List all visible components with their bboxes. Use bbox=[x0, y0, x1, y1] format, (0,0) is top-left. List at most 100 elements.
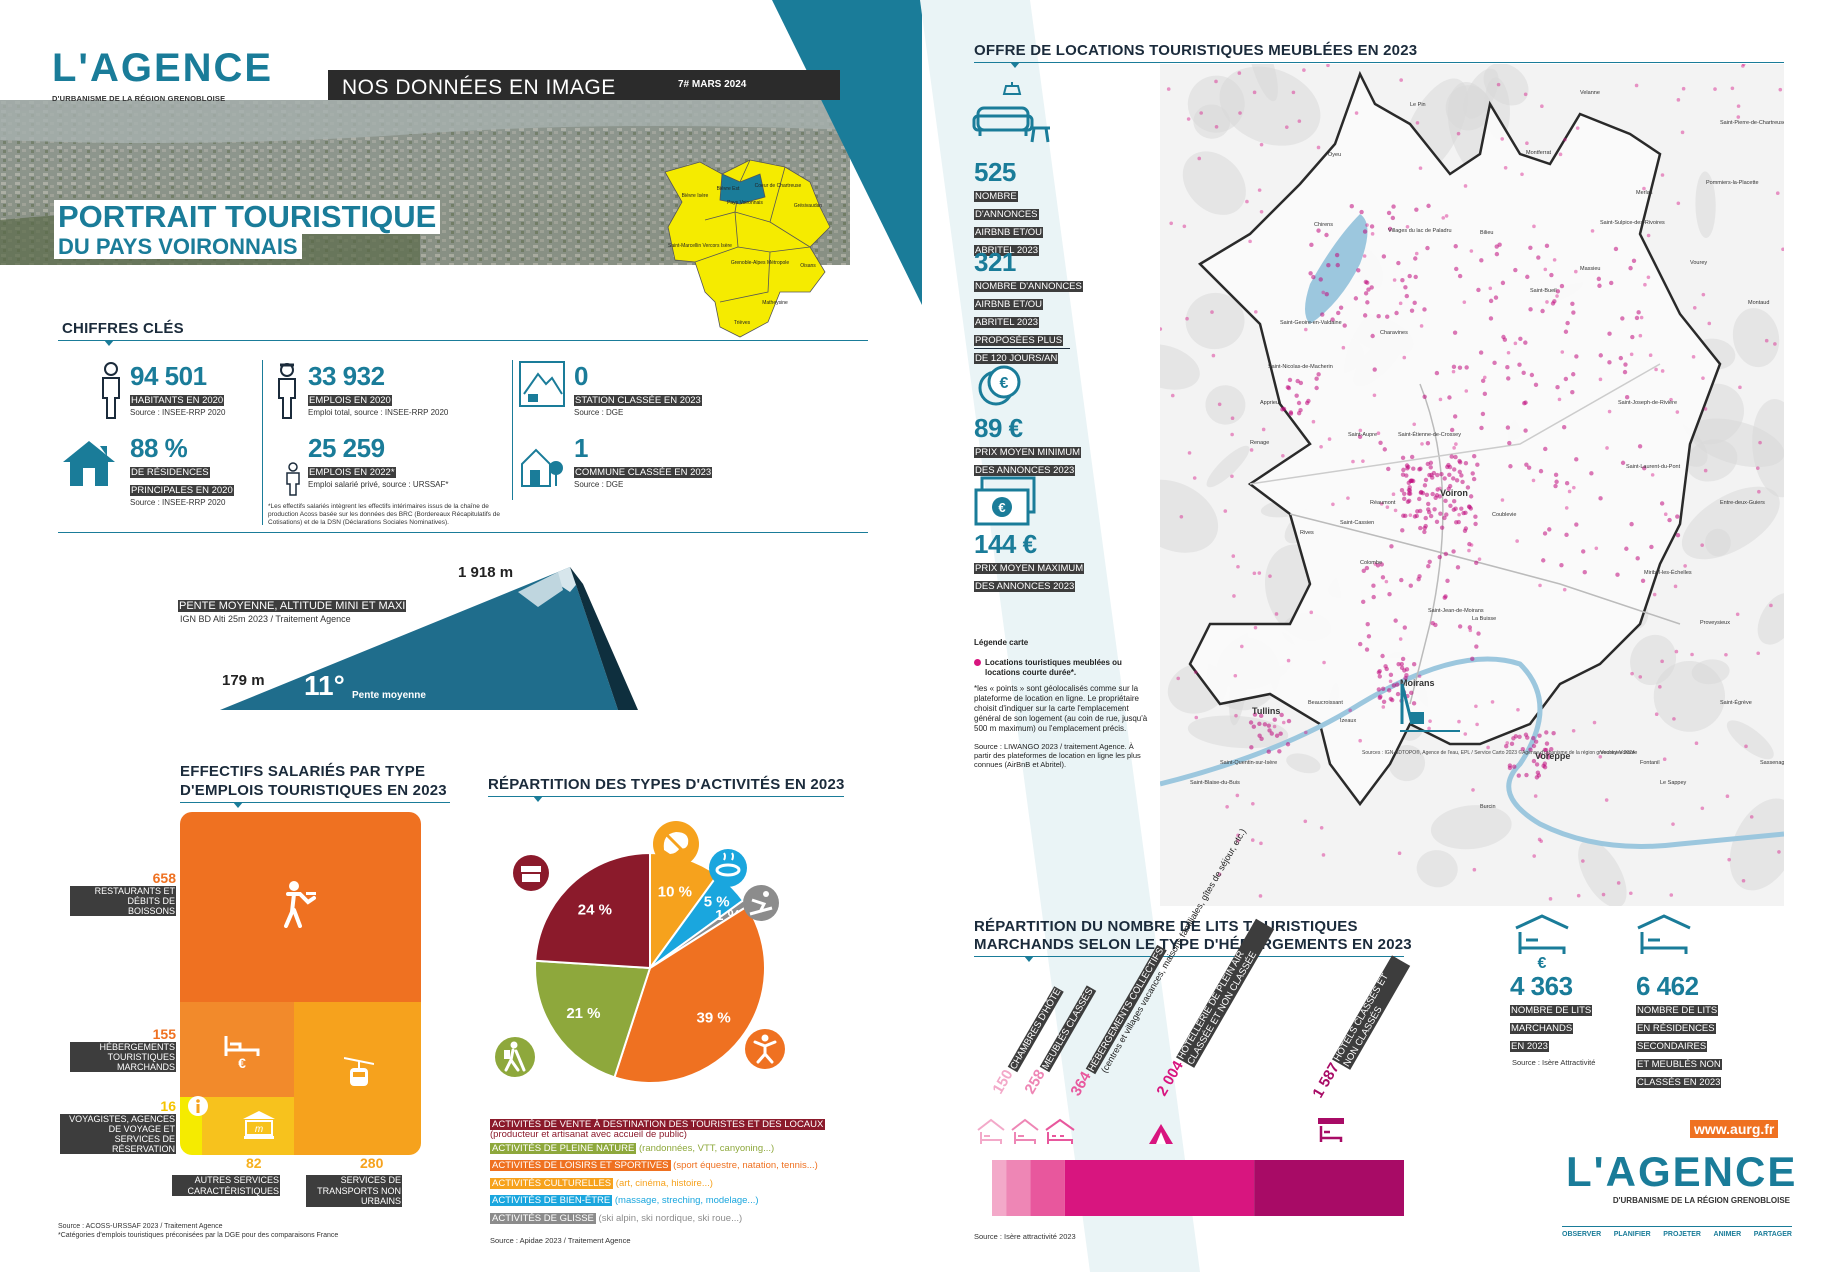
rental-point bbox=[1384, 666, 1389, 672]
rental-point bbox=[1638, 675, 1643, 679]
notch-icon bbox=[233, 802, 243, 808]
rental-point bbox=[1567, 489, 1572, 494]
locator-label: Pays Voironnais bbox=[727, 200, 763, 206]
rental-point bbox=[1284, 125, 1289, 129]
rental-point bbox=[1285, 385, 1291, 390]
guesthouse-icon bbox=[977, 1118, 1005, 1144]
footer-nav-animer[interactable]: ANIMER bbox=[1713, 1231, 1742, 1238]
rental-point bbox=[1274, 733, 1280, 738]
rental-label: PRIX MOYEN MINIMUM bbox=[974, 447, 1082, 458]
pie-data-label: 39 % bbox=[697, 1009, 731, 1026]
rental-point bbox=[1643, 282, 1647, 287]
rental-point bbox=[1236, 833, 1240, 838]
rental-point bbox=[1589, 471, 1594, 476]
town-label: Chirens bbox=[1314, 222, 1333, 228]
bed-house-stat-icon bbox=[1637, 914, 1691, 954]
rental-point bbox=[1393, 618, 1398, 623]
rental-point bbox=[1525, 141, 1529, 146]
worker-icon bbox=[278, 363, 296, 419]
rental-point bbox=[1316, 228, 1321, 233]
town-label: Sassenage bbox=[1760, 760, 1784, 766]
footer-logo[interactable]: L'AGENCE D'URBANISME DE LA RÉGION GRENOB… bbox=[1566, 1150, 1795, 1206]
activities-rule bbox=[488, 796, 844, 797]
rental-point bbox=[1379, 502, 1384, 506]
rental-point bbox=[1400, 455, 1406, 460]
employment-label-agencies: 16 VOYAGISTES, AGENCES DE VOYAGE ET SERV… bbox=[60, 1098, 176, 1154]
relief-shading bbox=[1430, 805, 1512, 850]
rental-point bbox=[1629, 891, 1633, 896]
town-label: Bilieu bbox=[1480, 230, 1493, 236]
beds-bar-segment bbox=[1030, 1160, 1065, 1216]
rental-point bbox=[1474, 644, 1479, 649]
footer-nav-projeter[interactable]: PROJETER bbox=[1663, 1231, 1701, 1238]
rental-point bbox=[1286, 658, 1291, 663]
rental-point bbox=[1412, 300, 1417, 306]
rental-point bbox=[1268, 574, 1272, 578]
rental-point bbox=[1187, 451, 1192, 455]
rental-point bbox=[1365, 300, 1370, 305]
rental-point bbox=[1192, 476, 1197, 480]
rental-point bbox=[1296, 400, 1302, 406]
locator-label: Grenoble-Alpes Métropole bbox=[731, 260, 790, 266]
rental-point bbox=[1291, 90, 1296, 95]
rental-point bbox=[1438, 486, 1442, 491]
footer-nav-observer[interactable]: OBSERVER bbox=[1562, 1231, 1602, 1238]
issue-label: 7# MARS 2024 bbox=[678, 79, 747, 90]
rental-point bbox=[1551, 730, 1556, 736]
title-line1: PORTRAIT TOURISTIQUE bbox=[54, 200, 441, 234]
rental-point bbox=[1379, 562, 1384, 567]
rental-point bbox=[1395, 691, 1401, 697]
rental-point bbox=[1564, 481, 1570, 486]
rental-point bbox=[1423, 515, 1428, 521]
rental-point bbox=[1402, 668, 1407, 673]
legend-detail: (randonnées, VTT, canyoning...) bbox=[639, 1142, 775, 1154]
legend-note: *les « points » sont géolocalisés comme … bbox=[974, 684, 1148, 733]
rental-point bbox=[1391, 492, 1396, 496]
rental-point bbox=[1376, 314, 1381, 319]
rental-point bbox=[1517, 362, 1522, 367]
footer-nav-partager[interactable]: PARTAGER bbox=[1753, 1231, 1792, 1238]
rental-point bbox=[1531, 478, 1536, 483]
rental-point bbox=[1316, 145, 1321, 150]
rental-point bbox=[1479, 425, 1484, 431]
rental-point bbox=[1361, 459, 1365, 463]
rental-point bbox=[1380, 575, 1386, 580]
rental-point bbox=[1457, 624, 1463, 629]
rental-point bbox=[1396, 661, 1401, 667]
beds-stat-market: 4 363 NOMBRE DE LITS MARCHANDS EN 2023 bbox=[1510, 972, 1593, 1054]
rental-point bbox=[1346, 496, 1350, 500]
rental-point bbox=[1758, 440, 1762, 445]
rental-point bbox=[1286, 718, 1292, 724]
rental-point bbox=[1524, 772, 1529, 778]
rental-point bbox=[1528, 747, 1533, 752]
beds-stat-value: 6 462 bbox=[1636, 971, 1699, 1001]
svg-text:€: € bbox=[1538, 955, 1547, 968]
town-label: Renage bbox=[1250, 440, 1269, 446]
rental-point bbox=[1624, 395, 1630, 400]
footer-nav: OBSERVER PLANIFIER PROJETER ANIMER PARTA… bbox=[1562, 1226, 1792, 1238]
rental-point bbox=[1505, 741, 1510, 745]
rental-point bbox=[1518, 336, 1523, 342]
locator-label: Grésivaudan bbox=[794, 203, 823, 209]
rental-point bbox=[1372, 367, 1377, 372]
website-link[interactable]: www.aurg.fr bbox=[1690, 1120, 1779, 1138]
rental-point bbox=[1425, 461, 1431, 467]
rental-point bbox=[1411, 701, 1417, 706]
legend-detail: (sport équestre, natation, tennis...) bbox=[673, 1160, 818, 1171]
rental-point bbox=[1418, 525, 1423, 531]
agency-logo[interactable]: L'AGENCE D'URBANISME DE LA RÉGION GRENOB… bbox=[52, 48, 284, 110]
rental-point bbox=[1186, 117, 1191, 121]
rental-point bbox=[1536, 255, 1541, 260]
rental-point bbox=[1533, 739, 1539, 744]
beds-stat-label: EN 2023 bbox=[1510, 1041, 1549, 1052]
rental-point bbox=[1634, 315, 1640, 321]
rental-point bbox=[1217, 872, 1222, 877]
rental-point bbox=[1475, 462, 1480, 467]
rentals-map[interactable]: Voiron Moirans Tullins Voreppe Coublevie Sain… bbox=[1160, 64, 1784, 906]
rental-point bbox=[1285, 742, 1291, 747]
rental-point bbox=[1341, 345, 1346, 350]
rental-point bbox=[1176, 676, 1181, 681]
rental-label: ABRITEL 2023 bbox=[974, 317, 1040, 328]
footer-nav-planifier[interactable]: PLANIFIER bbox=[1613, 1231, 1651, 1238]
rental-point bbox=[1262, 722, 1268, 727]
